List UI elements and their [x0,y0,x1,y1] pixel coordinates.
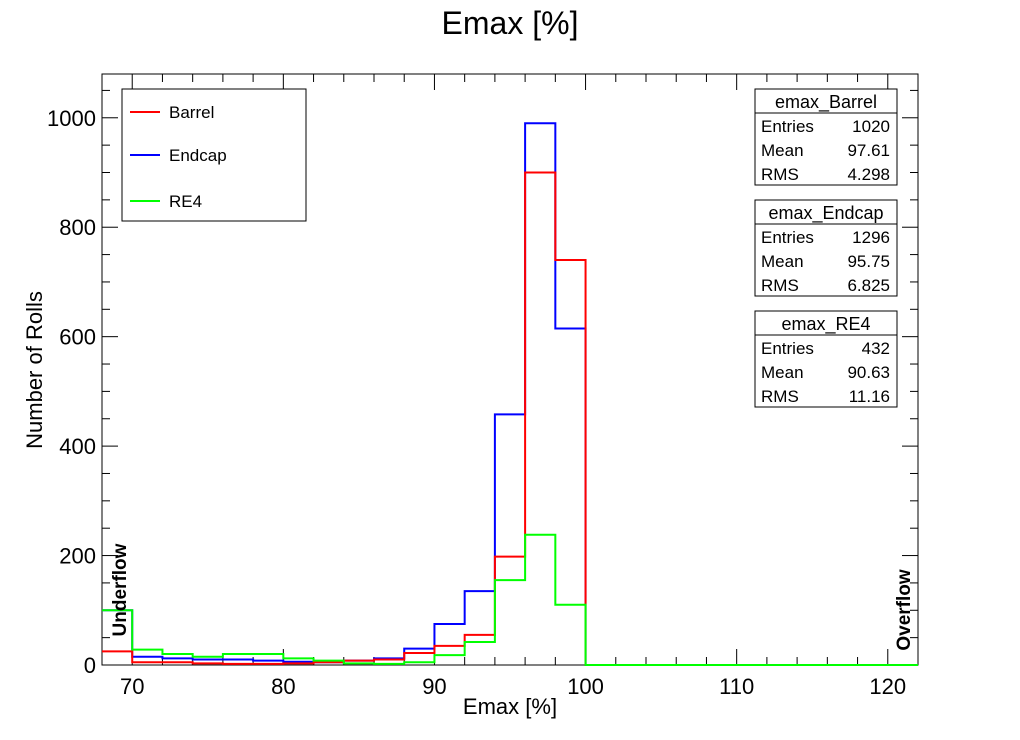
stats-row-label: Entries [761,339,814,358]
stats-row-value: 1020 [852,117,890,136]
legend-label-barrel: Barrel [169,103,214,122]
y-tick-label: 400 [59,434,96,459]
stats-box-frame [754,88,898,186]
stats-row-label: RMS [761,276,799,295]
stats-box-title: emax_RE4 [781,314,870,335]
x-axis: 70 80 90 100 110 120 [101,74,919,699]
stats-box-title: emax_Barrel [775,92,877,113]
y-tick-label: 1000 [47,106,96,131]
stats-row-label: Mean [761,141,804,160]
stats-row-value: 6.825 [847,276,890,295]
x-tick-label: 70 [120,674,144,699]
x-tick-label: 120 [869,674,906,699]
stats-row-label: Entries [761,228,814,247]
stats-box-0: emax_Barrel Entries 1020 Mean 97.61 RMS 4.298 [754,88,898,186]
stats-row-label: RMS [761,387,799,406]
stats-row-value: 1296 [852,228,890,247]
stats-row-value: 95.75 [847,252,890,271]
y-tick-label: 0 [84,653,96,678]
stats-box-frame [754,199,898,297]
plot-frame [101,73,919,666]
x-tick-label: 90 [422,674,446,699]
stats-row-value: 11.16 [849,387,890,406]
y-axis-label: Number of Rolls [22,291,47,449]
legend: Barrel Endcap RE4 [121,88,307,222]
stats-row-value: 4.298 [847,165,890,184]
stats-row-label: RMS [761,165,799,184]
stats-row-value: 432 [862,339,890,358]
stats-box-2: emax_RE4 Entries 432 Mean 90.63 RMS 11.16 [754,310,898,408]
x-tick-label: 80 [271,674,295,699]
legend-label-endcap: Endcap [169,146,227,165]
x-axis-label: Emax [%] [463,694,557,719]
y-tick-label: 800 [59,215,96,240]
histogram-series [102,122,918,666]
x-tick-label: 100 [567,674,604,699]
stats-box-title: emax_Endcap [768,203,883,224]
plot-area: 70 80 90 100 110 120 0 200 400 600 800 1000 [47,73,919,699]
stats-row-label: Entries [761,117,814,136]
overflow-label: Overflow [894,569,915,651]
series-re4-line [102,533,918,666]
y-tick-label: 200 [59,544,96,569]
legend-label-re4: RE4 [169,192,202,211]
y-tick-label: 600 [59,325,96,350]
x-tick-label: 110 [719,674,754,699]
stats-row-value: 97.61 [847,141,890,160]
chart-title: Emax [%] [442,5,579,41]
y-axis: 0 200 400 600 800 1000 [47,89,918,678]
stats-box-1: emax_Endcap Entries 1296 Mean 95.75 RMS 6.825 [754,199,898,297]
stats-row-label: Mean [761,363,804,382]
stats-row-value: 90.63 [847,363,890,382]
stats-box-frame [754,310,898,408]
stats-row-label: Mean [761,252,804,271]
underflow-label: Underflow [110,543,131,636]
